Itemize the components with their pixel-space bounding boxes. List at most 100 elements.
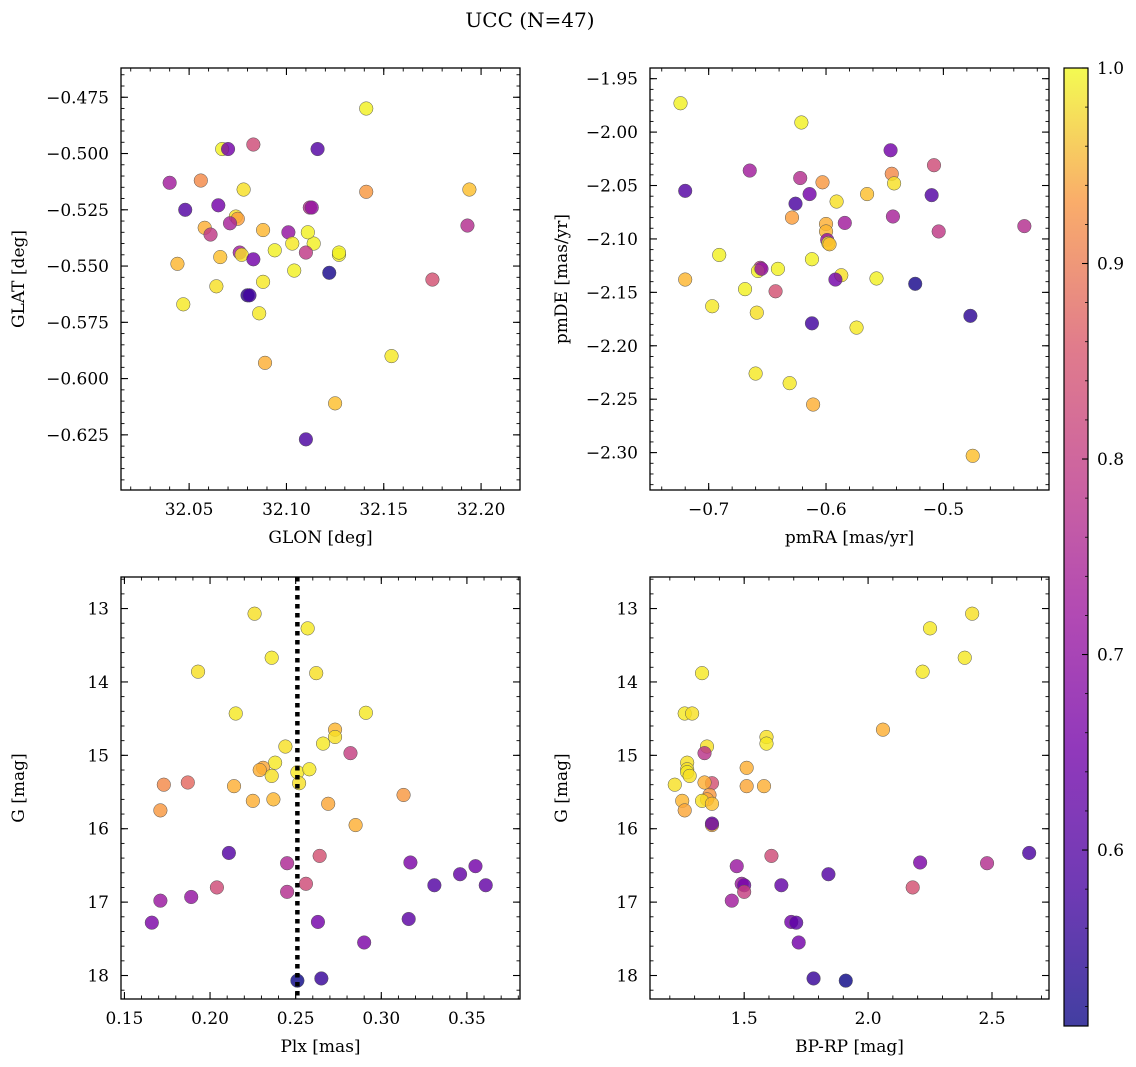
data-point — [242, 288, 257, 303]
data-point — [252, 762, 267, 778]
data-point — [754, 261, 769, 276]
data-point — [246, 252, 261, 267]
data-point — [806, 397, 821, 412]
data-point — [788, 196, 803, 211]
data-point — [704, 796, 720, 811]
data-point — [802, 187, 817, 202]
y-tick-label: −2.15 — [586, 283, 638, 303]
data-point — [756, 779, 772, 794]
x-tick-label: −0.5 — [923, 500, 964, 520]
data-point — [860, 187, 875, 202]
y-tick-label: −0.550 — [46, 257, 109, 277]
y-tick-label: −2.00 — [586, 123, 638, 143]
data-point — [782, 376, 797, 391]
data-point — [427, 878, 442, 893]
data-point — [348, 818, 363, 833]
data-point — [794, 115, 809, 130]
x-axis-label: pmRA [mas/yr] — [785, 528, 914, 548]
data-point — [228, 706, 243, 721]
y-tick-label: 14 — [87, 673, 109, 693]
data-point — [793, 170, 808, 186]
data-point — [264, 768, 279, 783]
data-point — [221, 845, 236, 861]
data-point — [156, 777, 171, 792]
data-point — [267, 243, 282, 258]
x-tick-label: −0.6 — [805, 500, 846, 520]
colorbar-frame — [1063, 67, 1089, 1027]
data-point — [203, 227, 218, 242]
y-tick-label: −2.25 — [586, 390, 638, 410]
y-tick-label: 16 — [87, 820, 109, 840]
x-tick-label: 32.15 — [359, 500, 408, 520]
data-point — [180, 775, 195, 790]
panel-pmra-pmde: −0.7 −0.6 −0.5 −2.30 −2.25 −2.20 −2.15 −2.10 −2.… — [552, 67, 1050, 548]
data-point — [310, 914, 325, 929]
data-point — [739, 760, 754, 775]
y-tick-label: −0.500 — [46, 145, 109, 165]
data-point — [913, 855, 928, 870]
data-point — [453, 867, 468, 882]
y-tick-label: −1.95 — [586, 70, 638, 90]
data-point — [712, 247, 727, 263]
colorbar-gradient — [1064, 68, 1088, 1026]
data-point — [694, 666, 710, 681]
data-point — [266, 792, 281, 807]
data-point — [314, 971, 329, 986]
data-point — [357, 935, 372, 950]
data-point — [278, 739, 293, 754]
x-tick-label: 32.10 — [262, 500, 311, 520]
data-point — [403, 855, 418, 870]
data-point — [153, 803, 168, 818]
data-point — [931, 224, 946, 239]
y-tick-label: 15 — [616, 746, 638, 766]
data-point — [768, 284, 783, 299]
data-point — [359, 184, 374, 199]
data-point — [268, 755, 283, 770]
data-point — [724, 893, 739, 908]
data-point — [460, 218, 475, 233]
data-point — [302, 762, 317, 777]
x-axis-label: Plx [mas] — [280, 1037, 360, 1057]
y-tick-label: 17 — [87, 893, 109, 913]
panel-glon-glat: 32.05 32.10 32.15 32.20 −0.625 −0.600 −0.575 −0… — [9, 67, 521, 548]
data-point — [749, 305, 764, 320]
data-point — [184, 889, 199, 905]
data-point — [828, 272, 843, 287]
data-point — [298, 432, 313, 447]
data-point — [359, 101, 374, 116]
data-point — [791, 935, 806, 950]
data-point — [705, 299, 720, 314]
colorbar: 0.6 0.7 0.8 0.9 1.0 — [1063, 59, 1124, 1027]
data-point — [321, 796, 336, 811]
data-point — [298, 876, 313, 891]
y-tick-label: −2.30 — [586, 444, 638, 464]
colorbar-tick-label: 0.6 — [1097, 841, 1124, 861]
x-axis-label: BP-RP [mag] — [795, 1037, 904, 1057]
x-tick-label: 0.30 — [362, 1009, 400, 1029]
x-tick-label: 0.20 — [191, 1009, 229, 1029]
data-point — [915, 664, 930, 679]
data-point — [697, 775, 712, 790]
colorbar-tick-label: 0.8 — [1097, 450, 1124, 470]
y-tick-label: 18 — [616, 967, 638, 987]
data-point — [963, 308, 978, 323]
data-point — [673, 96, 688, 111]
data-point — [704, 816, 720, 831]
data-point — [764, 848, 779, 863]
data-point — [1017, 219, 1032, 234]
y-tick-label: 13 — [616, 600, 638, 620]
data-point — [213, 250, 228, 265]
data-point — [312, 848, 327, 863]
axes-frame — [649, 576, 1050, 1000]
data-point — [328, 729, 343, 745]
y-tick-label: 17 — [616, 893, 638, 913]
colorbar-tick-label: 0.9 — [1097, 255, 1124, 275]
data-point — [770, 261, 785, 276]
x-tick-label: 2.0 — [855, 1009, 882, 1029]
data-point — [280, 856, 295, 871]
y-axis-label: pmDE [mas/yr] — [552, 214, 572, 344]
y-tick-label: −0.600 — [46, 370, 109, 390]
data-point — [309, 666, 324, 681]
data-point — [729, 859, 744, 874]
